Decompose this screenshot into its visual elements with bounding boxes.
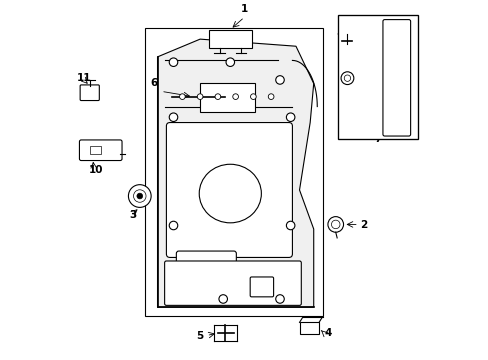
Text: 7: 7	[373, 134, 381, 144]
Circle shape	[179, 94, 185, 99]
Circle shape	[197, 94, 203, 99]
FancyBboxPatch shape	[250, 277, 273, 297]
Circle shape	[286, 113, 294, 121]
FancyBboxPatch shape	[80, 85, 99, 100]
Circle shape	[250, 94, 256, 99]
Text: 9: 9	[337, 63, 344, 72]
FancyBboxPatch shape	[382, 19, 410, 136]
Circle shape	[133, 190, 146, 202]
Text: 4: 4	[324, 328, 331, 338]
Circle shape	[331, 220, 339, 229]
Circle shape	[128, 185, 151, 207]
Polygon shape	[157, 39, 313, 307]
Circle shape	[219, 295, 227, 303]
FancyBboxPatch shape	[164, 261, 301, 305]
Text: 8: 8	[337, 26, 344, 36]
Circle shape	[232, 94, 238, 99]
FancyBboxPatch shape	[79, 140, 122, 161]
Text: 10: 10	[89, 165, 103, 175]
Circle shape	[169, 113, 178, 121]
Bar	[208, 30, 251, 48]
Text: 1: 1	[241, 4, 247, 14]
Text: 3: 3	[129, 210, 136, 220]
Text: 11: 11	[77, 73, 91, 83]
Circle shape	[137, 193, 142, 199]
Bar	[337, 15, 417, 139]
Text: 6: 6	[150, 78, 157, 88]
Bar	[145, 28, 322, 316]
FancyBboxPatch shape	[176, 251, 236, 287]
Bar	[90, 146, 101, 154]
FancyBboxPatch shape	[166, 122, 292, 257]
Circle shape	[169, 58, 178, 67]
Circle shape	[344, 75, 350, 81]
Circle shape	[327, 217, 343, 232]
Text: 2: 2	[359, 220, 366, 230]
Circle shape	[275, 76, 284, 84]
Circle shape	[340, 72, 353, 85]
Text: 5: 5	[196, 330, 203, 341]
Circle shape	[286, 221, 294, 230]
Circle shape	[169, 221, 178, 230]
Circle shape	[275, 295, 284, 303]
Ellipse shape	[199, 164, 261, 223]
Circle shape	[215, 94, 220, 99]
Circle shape	[225, 58, 234, 67]
Circle shape	[268, 94, 273, 99]
Bar	[299, 323, 318, 334]
Bar	[200, 84, 255, 112]
